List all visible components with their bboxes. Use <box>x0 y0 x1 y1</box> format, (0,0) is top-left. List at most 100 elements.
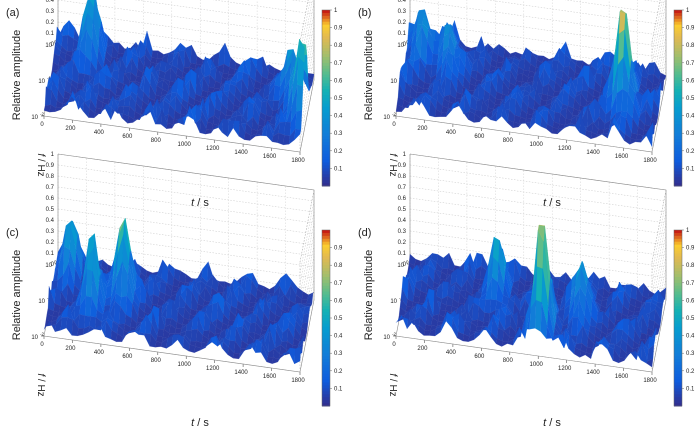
colorbar-tick-label: 0.1 <box>686 386 695 392</box>
colorbar-segment <box>674 379 682 384</box>
colorbar-segment <box>322 136 330 140</box>
colorbar-segment <box>322 359 330 363</box>
back-gridline <box>409 175 667 213</box>
colorbar-segment <box>674 274 682 278</box>
surface-patch <box>642 283 650 299</box>
surface-patch <box>603 51 611 67</box>
colorbar-tick-label: 1 <box>686 228 690 234</box>
surface <box>43 0 315 146</box>
surface-patch <box>422 87 429 94</box>
surface-patch <box>295 109 303 131</box>
surface-patch <box>249 322 257 333</box>
colorbar-segment <box>322 362 330 366</box>
surface-patch <box>302 313 310 324</box>
colorbar-segment <box>322 156 330 161</box>
surface-patch <box>76 83 84 90</box>
side-gridline <box>651 211 667 285</box>
panel-label: (b) <box>358 7 371 19</box>
surface-patch <box>66 317 73 336</box>
z-tick-label: 0 <box>403 262 407 268</box>
colorbar-segment <box>674 335 682 340</box>
x-tick-label: 0 <box>392 342 396 348</box>
colorbar-tick-label: 0.4 <box>334 334 343 340</box>
colorbar-segment <box>674 347 682 351</box>
colorbar-segment <box>322 238 330 243</box>
colorbar-segment <box>674 45 682 49</box>
colorbar-segment <box>674 24 682 29</box>
z-tick-label: 0.2 <box>398 20 407 26</box>
colorbar-segment <box>674 303 682 307</box>
z-tick-label: 0.2 <box>398 240 407 246</box>
x-tick-label: 600 <box>122 134 133 140</box>
colorbar-segment <box>322 329 330 334</box>
colorbar-segment <box>322 165 330 169</box>
colorbar-segment <box>322 10 330 14</box>
surface-patch <box>297 56 305 87</box>
axes-box-edge <box>299 189 315 263</box>
colorbar-segment <box>674 259 682 263</box>
colorbar-segment <box>322 241 330 246</box>
z-tick-label: 0.5 <box>46 207 55 213</box>
z-tick-label: 0.3 <box>398 229 407 235</box>
surface-patch <box>534 300 542 332</box>
colorbar-tick-label: 0.6 <box>334 78 343 84</box>
colorbar-segment <box>322 335 330 340</box>
colorbar: 1 0.9 0.8 0.7 0.6 0.5 0.4 0.3 0.2 0.1 <box>673 228 695 407</box>
surface-patch <box>473 332 481 341</box>
x-tick-label: 1000 <box>178 362 192 368</box>
colorbar-segment <box>322 177 330 181</box>
colorbar-tick-label: 0.2 <box>686 149 695 155</box>
surface-patch <box>494 98 502 105</box>
colorbar-segment <box>674 71 682 76</box>
z-tick-label: 0 <box>403 42 407 48</box>
colorbar-segment <box>674 256 682 260</box>
colorbar-segment <box>674 21 682 26</box>
colorbar-segment <box>322 259 330 263</box>
surface-patch <box>249 134 257 141</box>
x-axis-label-unit: / s <box>194 197 209 209</box>
surface-patch <box>659 72 667 81</box>
colorbar-segment <box>674 171 682 175</box>
colorbar-segment <box>674 51 682 55</box>
colorbar-segment <box>674 139 682 143</box>
colorbar-tick-label: 0.4 <box>686 114 695 120</box>
colorbar-segment <box>322 282 330 287</box>
colorbar-segment <box>322 230 330 234</box>
surface-patch <box>601 133 609 139</box>
y-tick-label: 10 <box>383 335 390 341</box>
x-tick-label: 1400 <box>586 150 600 156</box>
y-axis-label-var: f <box>387 153 398 157</box>
surface-patch <box>432 40 440 55</box>
y-axis-label-var: f <box>35 373 46 377</box>
colorbar-segment <box>322 347 330 351</box>
colorbar-segment <box>322 39 330 43</box>
x-tick-label: 1200 <box>558 366 572 372</box>
colorbar-segment <box>674 279 682 284</box>
surface-patch <box>199 345 207 351</box>
back-gridline <box>57 208 315 246</box>
colorbar-tick-label: 0.6 <box>334 298 343 304</box>
colorbar-segment <box>674 397 682 401</box>
surface-patch <box>515 80 523 87</box>
colorbar-segment <box>322 103 330 108</box>
colorbar-segment <box>674 18 682 23</box>
back-gridline <box>57 0 315 37</box>
colorbar-segment <box>322 59 330 64</box>
colorbar-segment <box>674 77 682 81</box>
colorbar-tick-label: 0.7 <box>686 281 695 287</box>
colorbar-segment <box>674 276 682 281</box>
x-axis-label-unit: / s <box>194 417 209 429</box>
colorbar-segment <box>322 36 330 40</box>
colorbar-segment <box>674 235 682 240</box>
surface-patch <box>54 288 62 306</box>
panel-label: (a) <box>6 7 19 19</box>
y-axis-label-unit: / Hz <box>35 376 46 397</box>
side-gridline <box>299 0 311 54</box>
colorbar-segment <box>322 45 330 49</box>
colorbar-segment <box>674 318 682 322</box>
surface-patch <box>144 333 151 347</box>
colorbar-segment <box>322 147 330 152</box>
colorbar-segment <box>322 256 330 260</box>
colorbar-segment <box>322 62 330 67</box>
x-tick-label: 800 <box>503 358 514 364</box>
